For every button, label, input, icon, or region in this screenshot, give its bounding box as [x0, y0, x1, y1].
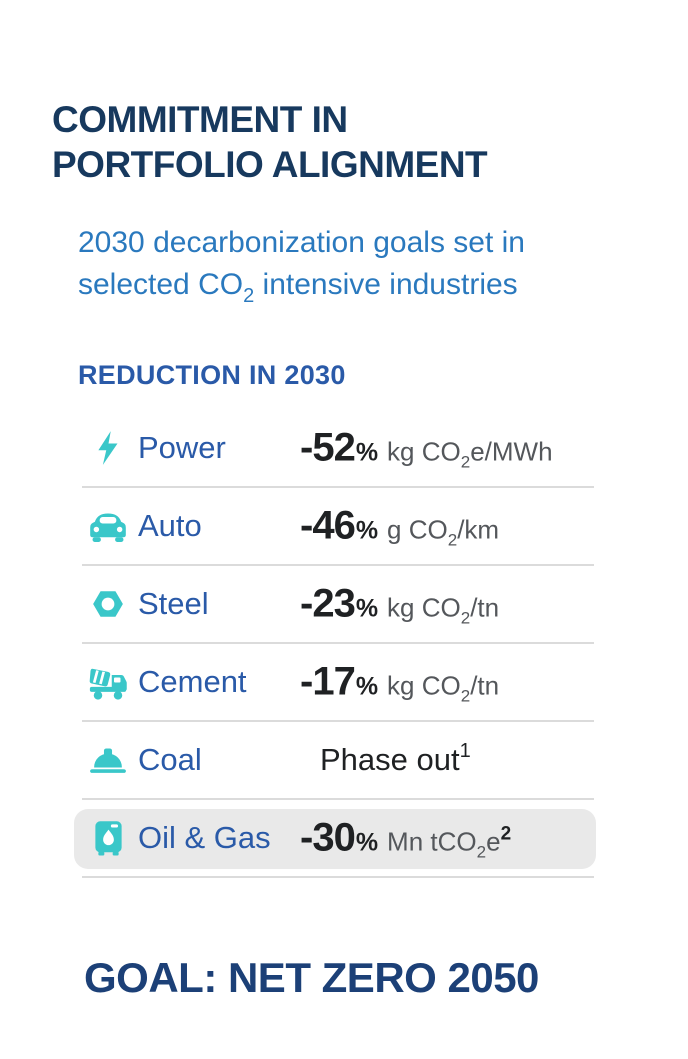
value-unit: kg CO2e/MWh	[387, 436, 553, 472]
table-row-auto: Auto -46% g CO2/km	[82, 488, 594, 566]
furnace-flame-icon	[86, 820, 130, 856]
phase-out-text: Phase out	[320, 742, 460, 777]
subtitle-line1: 2030 decarbonization goals set in	[78, 226, 525, 259]
table-row-oil-gas: Oil & Gas -30% Mn tCO2e2	[74, 800, 596, 878]
row-value: -52% kg CO2e/MWh	[300, 426, 553, 471]
value-unit: g CO2/km	[387, 514, 500, 550]
footnote-marker: 2	[500, 823, 512, 845]
subtitle-subscript: 2	[243, 285, 255, 307]
table-row-steel: Steel -23% kg CO2/tn	[82, 566, 594, 644]
goal-statement: GOAL: NET ZERO 2050	[84, 954, 539, 1001]
section-header: REDUCTION IN 2030	[78, 360, 346, 390]
value-percent-sign: %	[355, 438, 379, 467]
table-row-coal: Coal Phase out 1	[82, 722, 594, 800]
subtitle-line2-end: intensive industries	[254, 268, 518, 301]
value-percent-sign: %	[355, 828, 379, 857]
hex-nut-icon	[86, 587, 130, 621]
hard-hat-icon	[86, 745, 130, 775]
value-percent-sign: %	[355, 516, 379, 545]
table-row-power: Power -52% kg CO2e/MWh	[82, 410, 594, 488]
row-label: Power	[138, 430, 226, 465]
value-number: -23	[300, 581, 356, 626]
car-icon	[86, 511, 130, 542]
value-percent-sign: %	[355, 672, 379, 701]
table-row-cement: Cement -17% kg CO2/tn	[82, 644, 594, 722]
row-value: -23% kg CO2/tn	[300, 582, 499, 627]
value-unit: kg CO2/tn	[387, 670, 500, 706]
row-label: Coal	[138, 742, 202, 777]
mixer-truck-icon	[86, 665, 130, 700]
value-unit: kg CO2/tn	[387, 592, 500, 628]
page-title: COMMITMENT IN PORTFOLIO ALIGNMENT	[52, 97, 488, 187]
lightning-bolt-icon	[86, 429, 130, 467]
row-label: Steel	[138, 586, 209, 621]
value-number: -17	[300, 659, 356, 704]
row-label: Auto	[138, 508, 202, 543]
value-unit: Mn tCO2e2	[387, 823, 512, 862]
value-number: -46	[300, 503, 356, 548]
value-percent-sign: %	[355, 594, 379, 623]
row-label: Cement	[138, 664, 247, 699]
reduction-table: Power -52% kg CO2e/MWh Auto -46% g CO2/k…	[74, 410, 596, 878]
row-value: -17% kg CO2/tn	[300, 660, 499, 705]
page-title-line1: COMMITMENT IN	[52, 98, 348, 140]
row-value: Phase out 1	[320, 740, 471, 777]
row-value: -30% Mn tCO2e2	[300, 816, 511, 861]
row-value: -46% g CO2/km	[300, 504, 499, 549]
row-label: Oil & Gas	[138, 820, 271, 855]
subtitle-line2: selected CO	[78, 268, 244, 301]
subtitle: 2030 decarbonization goals set in select…	[78, 222, 525, 306]
value-number: -30	[300, 815, 356, 860]
value-number: -52	[300, 425, 356, 470]
page-title-line2: PORTFOLIO ALIGNMENT	[52, 143, 488, 185]
